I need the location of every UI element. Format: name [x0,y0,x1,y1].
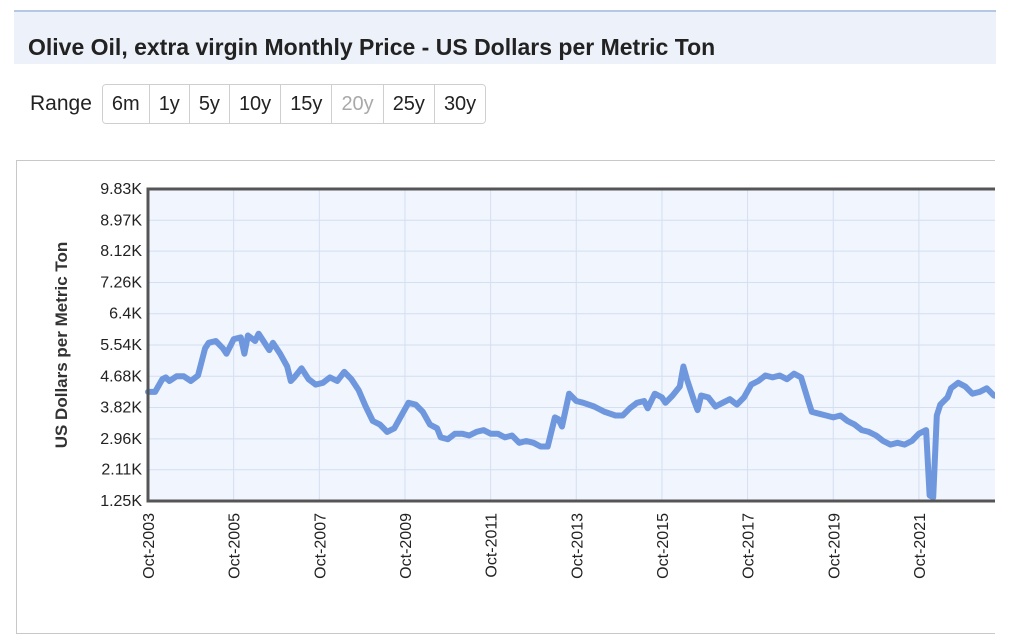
range-30y-button[interactable]: 30y [433,85,486,123]
y-tick-label: 2.96K [100,431,142,448]
x-tick-label: Oct-2009 [398,513,415,579]
range-label: Range [30,92,92,115]
y-tick-label: 5.54K [100,337,142,354]
plot-border [146,187,995,503]
y-tick-label: 3.82K [100,400,142,417]
range-6m-button[interactable]: 6m [102,85,149,123]
y-axis-label: US Dollars per Metric Ton [52,242,71,449]
x-tick-label: Oct-2007 [312,513,329,579]
range-selector: Range 6m 1y 5y 10y 15y 20y 25y 30y [30,84,487,124]
x-tick-label: Oct-2015 [655,513,672,579]
x-tick-label: Oct-2003 [141,513,158,579]
chart-panel: 1.25K 2.11K 2.96K 3.82K 4.68K 5.54K 6.4K 7.26K 8… [16,160,995,634]
series-line [145,330,995,501]
range-20y-button: 20y [331,85,383,123]
y-axis-ticks: 1.25K 2.11K 2.96K 3.82K 4.68K 5.54K 6.4K 7.26K 8… [100,181,142,510]
range-1y-button[interactable]: 1y [148,85,189,123]
top-rule [14,10,996,12]
x-tick-label: Oct-2013 [569,513,586,579]
title-bar: Olive Oil, extra virgin Monthly Price - … [14,12,996,64]
x-axis-ticks: Oct-2003 Oct-2005 Oct-2007 Oct-2009 Oct-2011… [141,513,929,579]
y-tick-label: 1.25K [100,493,142,510]
y-tick-label: 9.83K [100,181,142,198]
price-line-chart: 1.25K 2.11K 2.96K 3.82K 4.68K 5.54K 6.4K 7.26K 8… [52,181,995,579]
range-button-group: 6m 1y 5y 10y 15y 20y 25y 30y [101,84,487,124]
y-tick-label: 7.26K [100,274,142,291]
x-tick-label: Oct-2017 [741,513,758,579]
x-tick-label: Oct-2005 [227,513,244,579]
range-15y-button[interactable]: 15y [280,85,332,123]
x-tick-label: Oct-2011 [484,513,501,578]
y-tick-label: 4.68K [100,368,142,385]
y-tick-label: 8.97K [100,212,142,229]
y-tick-label: 8.12K [100,243,142,260]
y-tick-label: 6.4K [109,306,142,323]
range-10y-button[interactable]: 10y [228,85,281,123]
range-5y-button[interactable]: 5y [188,85,229,123]
range-25y-button[interactable]: 25y [382,85,434,123]
x-tick-label: Oct-2021 [912,513,929,579]
page-title: Olive Oil, extra virgin Monthly Price - … [28,34,716,60]
x-tick-label: Oct-2019 [826,513,843,579]
y-tick-label: 2.11K [101,462,142,479]
